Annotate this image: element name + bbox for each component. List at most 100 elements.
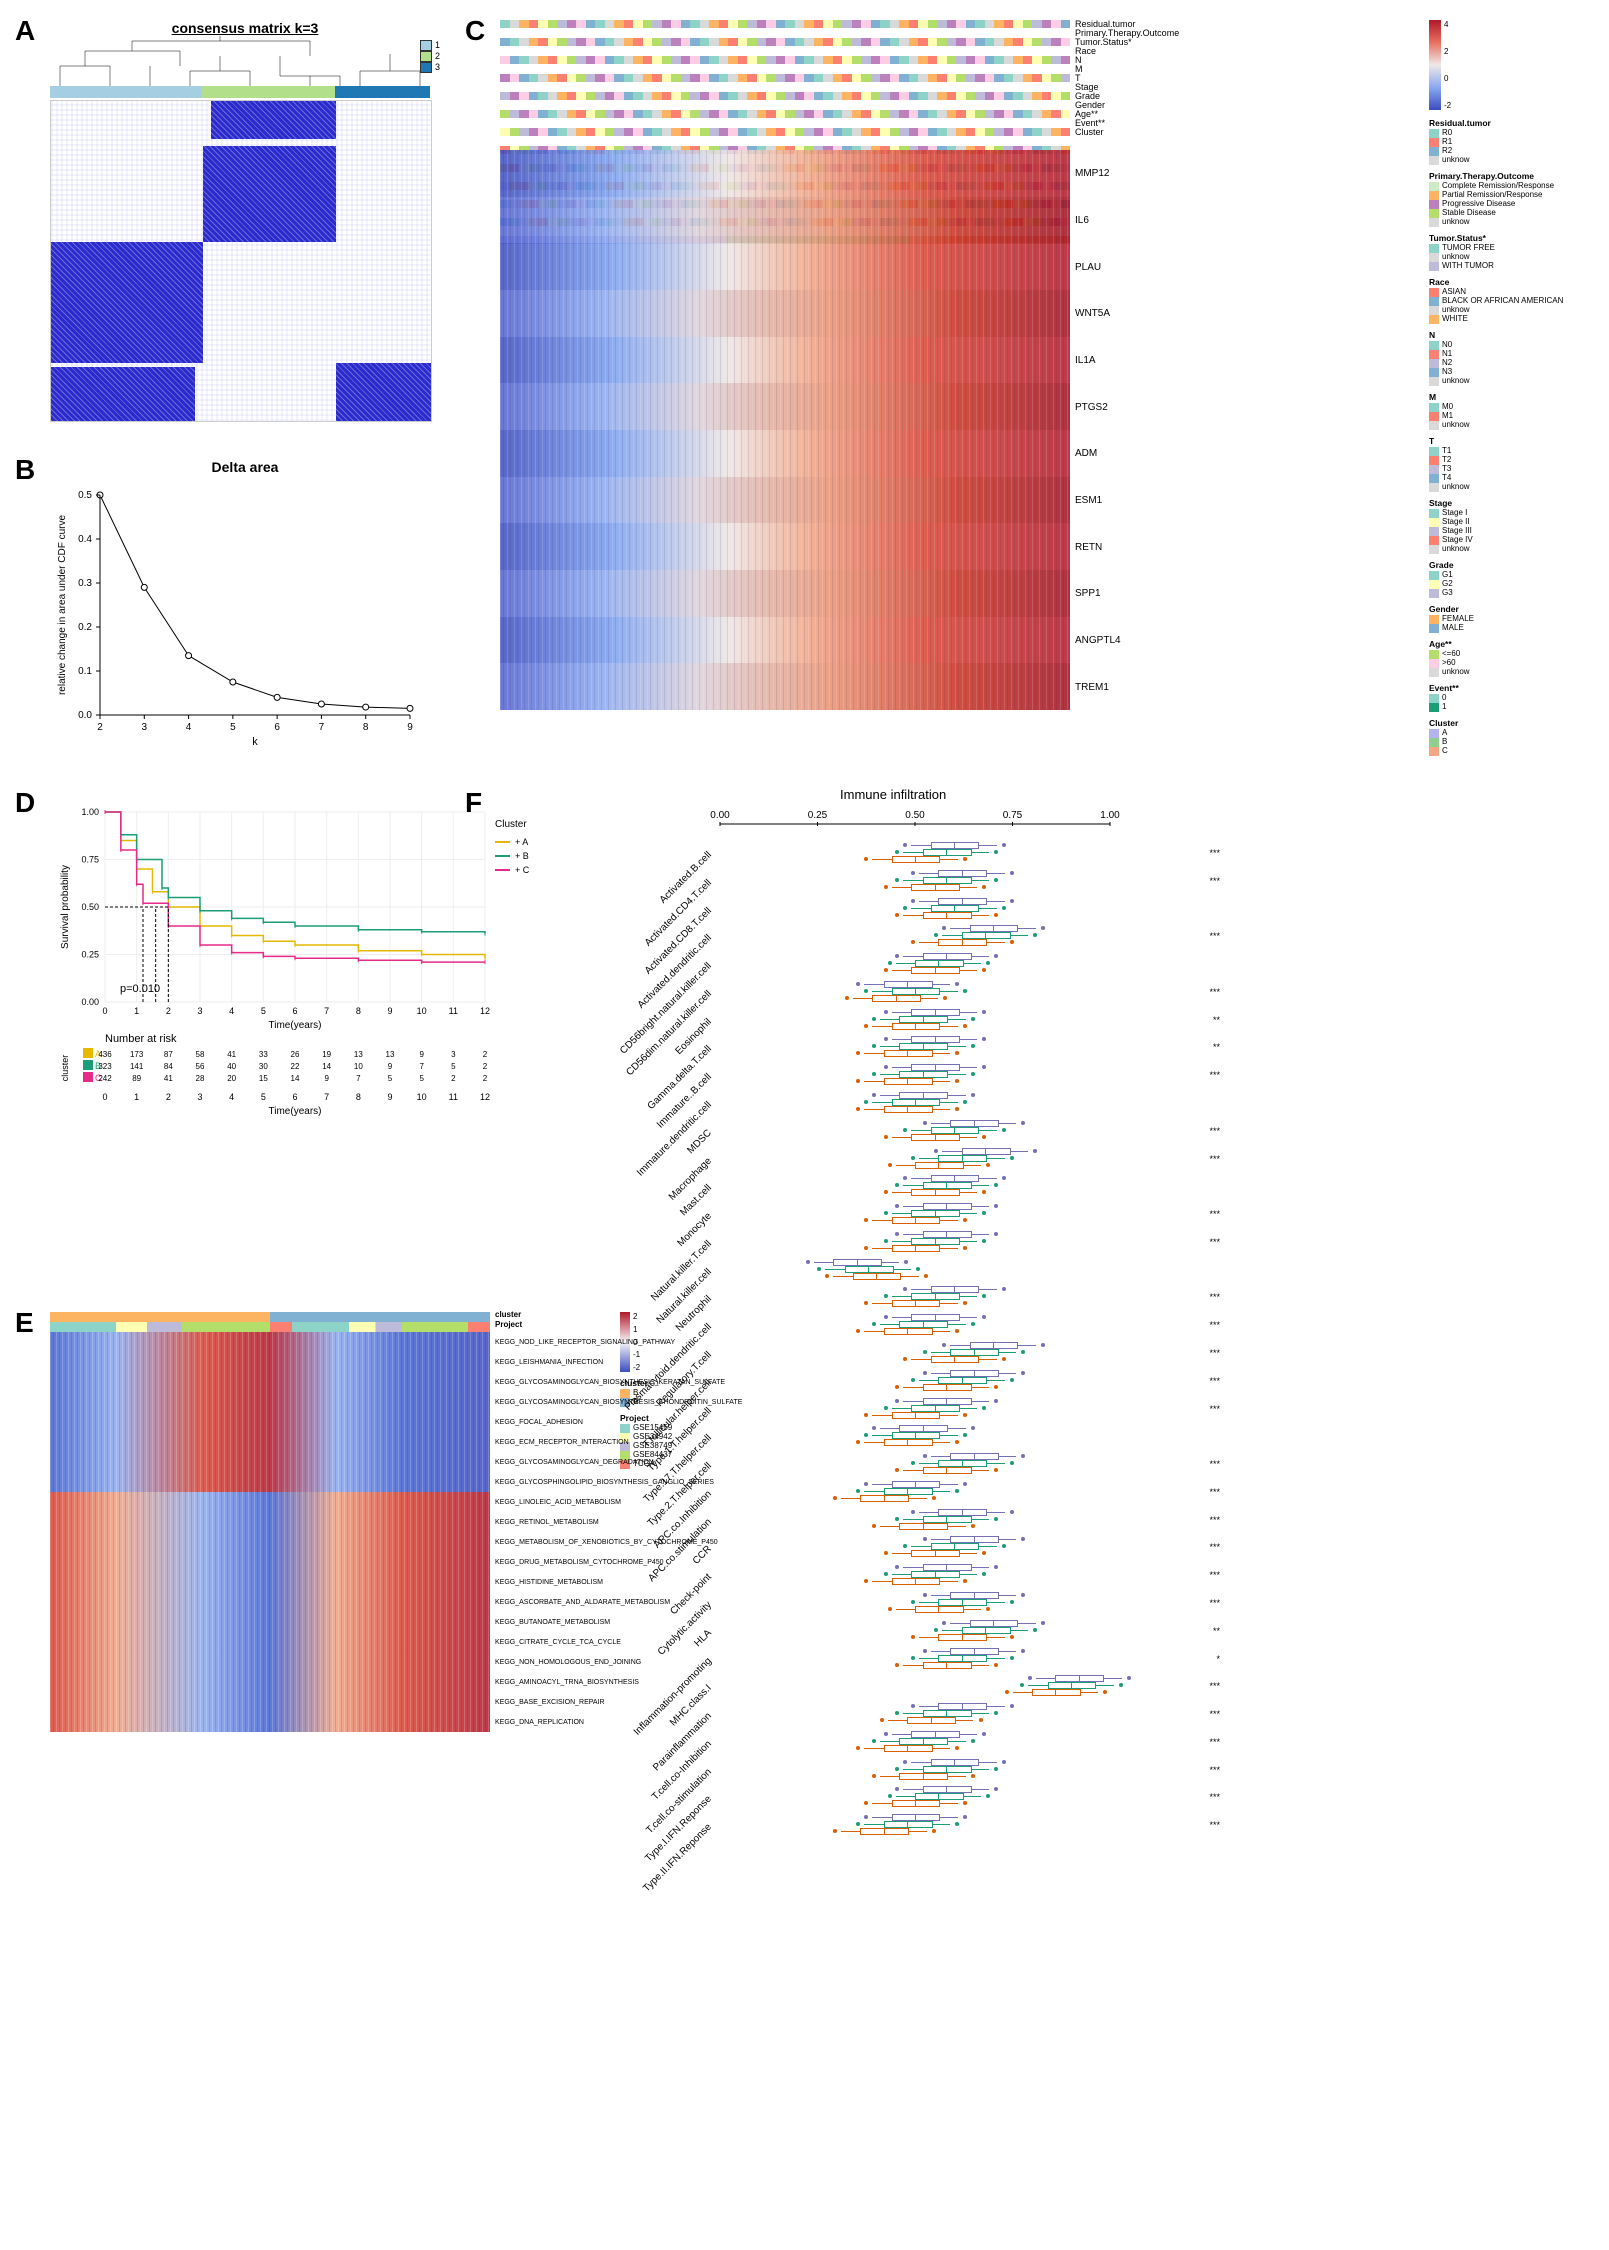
svg-text:9: 9 (419, 1050, 424, 1059)
panel-f: F Immune infiltration 0.000.250.500.751.… (470, 792, 1589, 1842)
svg-text:6: 6 (292, 1092, 297, 1102)
svg-text:7: 7 (324, 1006, 329, 1016)
svg-text:9: 9 (387, 1092, 392, 1102)
svg-text:0.25: 0.25 (808, 810, 828, 821)
svg-text:7: 7 (319, 722, 325, 733)
cluster-legend-1: 1 (420, 40, 440, 51)
svg-text:0.75: 0.75 (81, 855, 99, 865)
svg-text:0.50: 0.50 (81, 902, 99, 912)
svg-text:8: 8 (356, 1092, 361, 1102)
svg-text:26: 26 (291, 1050, 300, 1059)
boxplot-x-axis: 0.000.250.500.751.00 (470, 804, 1170, 834)
annotation-tracks: Residual.tumorPrimary.Therapy.OutcomeTum… (500, 20, 1319, 150)
svg-text:0.00: 0.00 (81, 997, 99, 1007)
project-track-e (50, 1322, 490, 1332)
svg-text:10: 10 (354, 1062, 363, 1071)
svg-text:Time(years): Time(years) (269, 1020, 322, 1031)
svg-text:5: 5 (261, 1092, 266, 1102)
cluster-bar (50, 86, 430, 98)
svg-text:1.00: 1.00 (1100, 810, 1120, 821)
svg-text:173: 173 (130, 1050, 144, 1059)
svg-text:2: 2 (166, 1006, 171, 1016)
svg-text:9: 9 (388, 1062, 393, 1071)
svg-text:323: 323 (98, 1062, 112, 1071)
panel-label-a: A (15, 15, 35, 47)
svg-text:9: 9 (387, 1006, 392, 1016)
svg-text:6: 6 (274, 722, 280, 733)
svg-text:2: 2 (451, 1074, 456, 1083)
panel-label-e: E (15, 1307, 34, 1339)
svg-text:87: 87 (164, 1050, 173, 1059)
svg-text:5: 5 (261, 1006, 266, 1016)
svg-text:33: 33 (259, 1050, 268, 1059)
dendrogram (50, 36, 430, 86)
svg-text:242: 242 (98, 1074, 112, 1083)
panel-a: A consensus matrix k=3 1 2 3 (20, 20, 440, 429)
panel-label-b: B (15, 454, 35, 486)
svg-text:11: 11 (449, 1092, 458, 1102)
heatmap-legend: 420-2 Residual.tumorR0R1R2unknowPrimary.… (1429, 20, 1589, 762)
svg-text:13: 13 (354, 1050, 363, 1059)
svg-text:56: 56 (196, 1062, 205, 1071)
cluster-legend-3: 3 (420, 62, 440, 73)
immune-boxplot: Immune infiltration 0.000.250.500.751.00… (470, 792, 1170, 1842)
svg-text:Survival probability: Survival probability (60, 865, 71, 949)
svg-text:4: 4 (186, 722, 192, 733)
svg-text:28: 28 (196, 1074, 205, 1083)
delta-title: Delta area (50, 459, 440, 475)
panel-label-c: C (465, 15, 485, 47)
svg-text:3: 3 (142, 722, 148, 733)
svg-text:30: 30 (259, 1062, 268, 1071)
svg-text:5: 5 (230, 722, 236, 733)
svg-text:Time(years): Time(years) (269, 1106, 322, 1117)
svg-text:11: 11 (449, 1006, 458, 1016)
heatmap-e-body: KEGG_NOD_LIKE_RECEPTOR_SIGNALING_PATHWAY… (50, 1332, 490, 1732)
panel-b: B Delta area 0.00.10.20.30.40.523456789k… (20, 459, 440, 762)
svg-text:10: 10 (417, 1092, 427, 1102)
svg-text:0.4: 0.4 (78, 534, 92, 545)
svg-text:0.50: 0.50 (905, 810, 925, 821)
svg-text:0: 0 (102, 1006, 107, 1016)
svg-text:k: k (252, 736, 258, 748)
svg-text:4: 4 (229, 1006, 234, 1016)
svg-text:19: 19 (322, 1050, 331, 1059)
svg-text:3: 3 (451, 1050, 456, 1059)
svg-text:5: 5 (388, 1074, 393, 1083)
consensus-matrix (50, 100, 432, 422)
svg-text:3: 3 (197, 1006, 202, 1016)
svg-text:7: 7 (419, 1062, 424, 1071)
svg-text:20: 20 (227, 1074, 236, 1083)
svg-text:8: 8 (363, 722, 369, 733)
svg-text:relative change in area under: relative change in area under CDF curve (57, 515, 68, 696)
svg-text:3: 3 (197, 1092, 202, 1102)
svg-text:0.2: 0.2 (78, 622, 92, 633)
svg-text:p=0.010: p=0.010 (120, 983, 160, 995)
delta-area-chart: 0.00.10.20.30.40.523456789krelative chan… (50, 475, 430, 755)
heatmap-body: MMP12IL6PLAUWNT5AIL1APTGS2ADMESM1RETNSPP… (500, 150, 1070, 710)
svg-text:0.25: 0.25 (81, 950, 99, 960)
svg-text:8: 8 (356, 1006, 361, 1016)
svg-text:Number at risk: Number at risk (105, 1033, 177, 1045)
svg-text:89: 89 (132, 1074, 141, 1083)
svg-text:0.1: 0.1 (78, 666, 92, 677)
panel-label-d: D (15, 787, 35, 819)
svg-text:1: 1 (134, 1006, 139, 1016)
svg-text:cluster: cluster (60, 1055, 70, 1082)
svg-text:0: 0 (102, 1092, 107, 1102)
svg-text:5: 5 (419, 1074, 424, 1083)
svg-text:41: 41 (227, 1050, 236, 1059)
panel-d: D 0.000.250.500.751.000123456789101112p=… (20, 792, 440, 1172)
svg-text:0.00: 0.00 (710, 810, 730, 821)
svg-text:436: 436 (98, 1050, 112, 1059)
panel-e: E KEGG_NOD_LIKE_RECEPTOR_SIGNALING_PATHW… (20, 1312, 440, 1842)
svg-text:1: 1 (134, 1092, 139, 1102)
svg-text:0.3: 0.3 (78, 578, 92, 589)
boxplot-title: Immune infiltration (840, 787, 946, 802)
svg-text:1.00: 1.00 (81, 807, 99, 817)
svg-text:7: 7 (356, 1074, 361, 1083)
svg-text:0.0: 0.0 (78, 710, 92, 721)
svg-text:9: 9 (324, 1074, 329, 1083)
svg-text:14: 14 (291, 1074, 300, 1083)
svg-text:7: 7 (324, 1092, 329, 1102)
svg-text:13: 13 (386, 1050, 395, 1059)
